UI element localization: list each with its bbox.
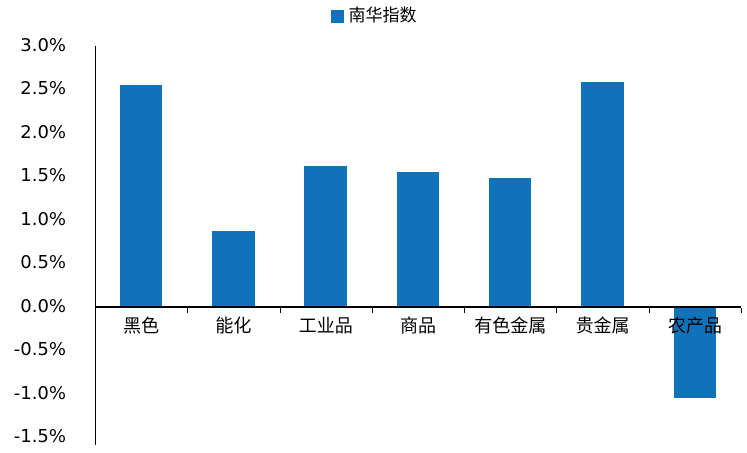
- y-tick-label: 2.0%: [20, 121, 66, 143]
- y-axis-line: [95, 46, 96, 445]
- y-tick-label: 2.5%: [20, 78, 66, 100]
- bar: [212, 231, 255, 307]
- y-tick-label: -1.0%: [13, 382, 66, 404]
- axis-tick: [279, 307, 281, 313]
- y-tick-label: -1.5%: [13, 426, 66, 447]
- axis-tick: [556, 307, 558, 313]
- category-label: 贵金属: [575, 315, 630, 337]
- y-tick-label: 3.0%: [20, 35, 66, 56]
- category-label: 农产品: [667, 315, 722, 337]
- axis-tick: [371, 307, 373, 313]
- legend-label: 南华指数: [348, 6, 417, 26]
- zero-axis-line: [95, 305, 741, 308]
- bar: [304, 165, 347, 307]
- bar: [673, 306, 717, 398]
- bar: [581, 82, 624, 307]
- axis-tick: [464, 307, 466, 313]
- axis-tick: [648, 307, 650, 313]
- axis-tick: [187, 307, 189, 313]
- category-label: 能化: [215, 315, 252, 337]
- y-tick-label: 1.5%: [20, 165, 66, 187]
- legend: 南华指数: [0, 6, 747, 26]
- category-label: 有色金属: [474, 315, 547, 337]
- y-tick-label: 1.0%: [20, 208, 66, 230]
- category-label: 商品: [400, 315, 436, 337]
- bar: [119, 85, 163, 307]
- legend-swatch-icon: [330, 9, 344, 23]
- bar: [489, 178, 532, 307]
- category-label: 工业品: [298, 315, 353, 337]
- y-tick-label: 0.5%: [20, 252, 66, 274]
- y-tick-label: 0.0%: [20, 295, 66, 317]
- y-tick-label: -0.5%: [13, 339, 66, 361]
- bar: [396, 171, 440, 307]
- axis-tick: [95, 307, 96, 313]
- axis-tick: [741, 307, 742, 313]
- category-label: 黑色: [123, 315, 160, 337]
